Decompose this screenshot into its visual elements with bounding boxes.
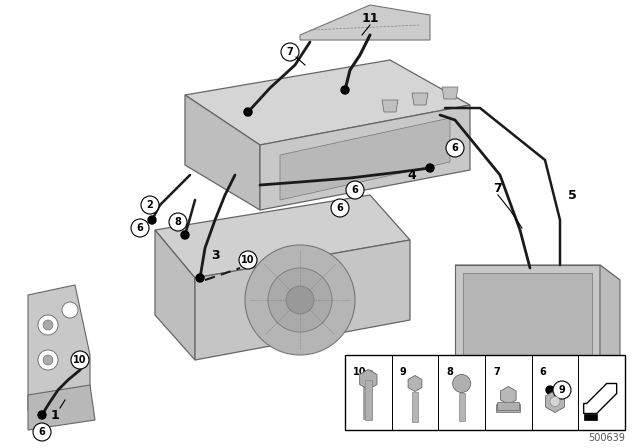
Text: 6: 6	[136, 223, 143, 233]
Text: 10: 10	[241, 255, 255, 265]
Bar	[459, 392, 465, 421]
Circle shape	[452, 375, 470, 392]
Polygon shape	[412, 93, 428, 105]
Polygon shape	[600, 265, 620, 380]
Circle shape	[38, 411, 46, 419]
Circle shape	[239, 251, 257, 269]
Polygon shape	[28, 385, 95, 430]
Text: 7: 7	[493, 367, 500, 377]
Circle shape	[196, 274, 204, 282]
Text: 6: 6	[351, 185, 358, 195]
Circle shape	[446, 139, 464, 157]
Polygon shape	[260, 105, 470, 210]
Polygon shape	[155, 195, 410, 278]
Circle shape	[141, 196, 159, 214]
Polygon shape	[455, 265, 600, 365]
Bar	[365, 379, 372, 419]
Circle shape	[62, 302, 78, 318]
Text: 11: 11	[361, 12, 379, 25]
Text: 9: 9	[559, 385, 565, 395]
Text: 8: 8	[175, 217, 181, 227]
Polygon shape	[185, 95, 260, 210]
Circle shape	[553, 381, 571, 399]
Text: 6: 6	[337, 203, 344, 213]
Text: 5: 5	[568, 189, 577, 202]
Circle shape	[550, 396, 560, 406]
Circle shape	[148, 216, 156, 224]
Polygon shape	[408, 375, 422, 392]
Polygon shape	[185, 60, 470, 145]
Polygon shape	[280, 118, 450, 200]
Circle shape	[268, 268, 332, 332]
Text: 9: 9	[399, 367, 406, 377]
Circle shape	[43, 355, 53, 365]
Polygon shape	[545, 391, 564, 413]
Text: 8: 8	[446, 367, 453, 377]
Bar	[345, 355, 625, 430]
Bar	[497, 401, 519, 409]
Text: 7: 7	[287, 47, 293, 57]
Bar	[584, 414, 596, 419]
Circle shape	[245, 245, 355, 355]
Text: 3: 3	[211, 249, 220, 262]
Bar	[497, 404, 520, 412]
Text: 4: 4	[408, 168, 417, 181]
Circle shape	[341, 86, 349, 94]
Circle shape	[38, 350, 58, 370]
Text: 6: 6	[38, 427, 45, 437]
Circle shape	[331, 199, 349, 217]
Polygon shape	[442, 87, 458, 99]
Polygon shape	[28, 285, 90, 410]
Circle shape	[33, 423, 51, 441]
Polygon shape	[195, 240, 410, 360]
Circle shape	[346, 181, 364, 199]
Text: 6: 6	[540, 367, 547, 377]
Circle shape	[286, 286, 314, 314]
Circle shape	[546, 386, 554, 394]
Text: 7: 7	[493, 181, 502, 194]
Circle shape	[131, 219, 149, 237]
Polygon shape	[155, 230, 195, 360]
Polygon shape	[300, 5, 430, 40]
Circle shape	[244, 108, 252, 116]
Circle shape	[426, 164, 434, 172]
Polygon shape	[455, 265, 620, 280]
Circle shape	[43, 320, 53, 330]
Polygon shape	[500, 387, 516, 405]
Text: 2: 2	[147, 200, 154, 210]
Polygon shape	[584, 383, 617, 414]
Circle shape	[281, 43, 299, 61]
Bar	[412, 392, 418, 422]
Polygon shape	[382, 100, 398, 112]
Polygon shape	[360, 370, 377, 389]
Text: 500639: 500639	[588, 433, 625, 443]
Circle shape	[181, 231, 189, 239]
Circle shape	[38, 315, 58, 335]
Polygon shape	[463, 273, 592, 357]
Text: 6: 6	[452, 143, 458, 153]
Text: 1: 1	[51, 409, 60, 422]
Circle shape	[169, 213, 187, 231]
Circle shape	[71, 351, 89, 369]
Text: 10: 10	[353, 367, 367, 377]
Text: 10: 10	[73, 355, 87, 365]
